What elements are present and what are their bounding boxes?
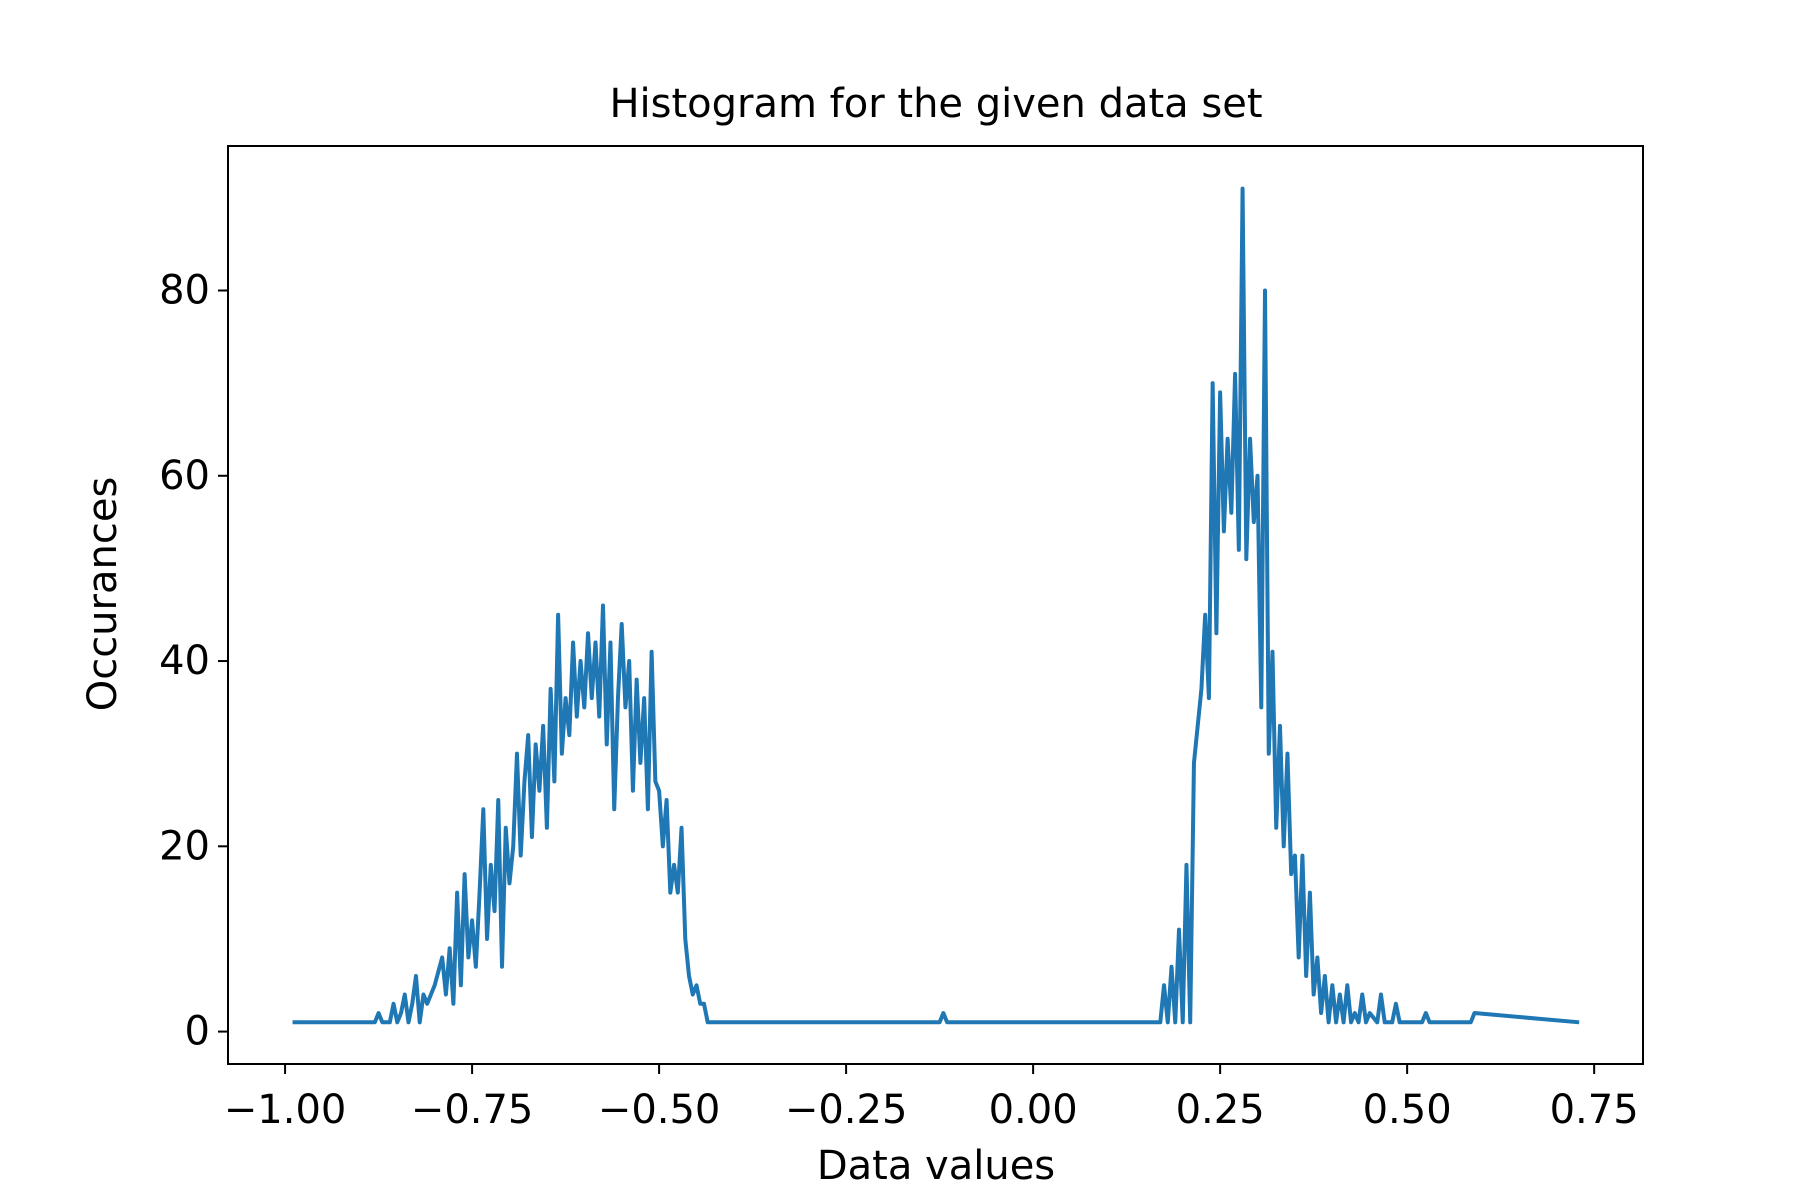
y-tick-label: 40 (159, 638, 210, 684)
x-tick-label: 0.25 (1176, 1087, 1265, 1133)
x-tick-label: 0.75 (1550, 1087, 1639, 1133)
x-tick-label: −0.75 (411, 1087, 534, 1133)
y-tick-label: 20 (159, 823, 210, 869)
plot-frame (227, 145, 1644, 1065)
x-axis-label: Data values (817, 1143, 1055, 1189)
x-tick-label: 0.00 (989, 1087, 1078, 1133)
y-axis-label: Occurances (80, 477, 126, 712)
x-tick-label: 0.50 (1363, 1087, 1452, 1133)
y-tick-label: 0 (185, 1009, 210, 1055)
y-tick-label: 80 (159, 268, 210, 314)
x-tick-label: −1.00 (224, 1087, 347, 1133)
x-tick-label: −0.25 (785, 1087, 908, 1133)
chart-title: Histogram for the given data set (609, 81, 1262, 127)
data-line (292, 186, 1580, 1025)
x-tick-label: −0.50 (598, 1087, 721, 1133)
y-tick-label: 60 (159, 453, 210, 499)
